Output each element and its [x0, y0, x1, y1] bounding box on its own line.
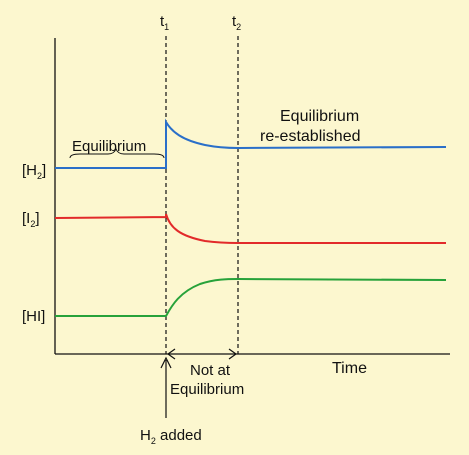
x-tick-label-t2: t2	[232, 13, 241, 32]
series-h2-line	[55, 118, 447, 169]
h2-added-label: H2 added	[140, 427, 202, 446]
series-hi-line	[55, 277, 447, 317]
y-label-h2: [H2]	[22, 162, 46, 181]
x-axis-label: Time	[332, 360, 367, 377]
x-tick-label-t1: t1	[160, 13, 169, 32]
reestablished-label-line2: re-established	[260, 128, 361, 145]
series-i2-line	[54, 213, 446, 244]
not-at-equilibrium-line2: Equilibrium	[170, 381, 244, 398]
arrow-head-right	[228, 348, 238, 360]
arrow-head-left	[166, 348, 176, 360]
y-label-hi: [HI]	[22, 308, 45, 325]
not-at-equilibrium-line1: Not at	[190, 362, 231, 379]
h2-added-arrow-head	[160, 356, 172, 369]
equilibrium-brace	[69, 147, 165, 159]
reestablished-label-line1: Equilibrium	[280, 108, 359, 125]
equilibrium-label: Equilibrium	[72, 138, 146, 155]
y-label-i2: [I2]	[22, 210, 40, 229]
